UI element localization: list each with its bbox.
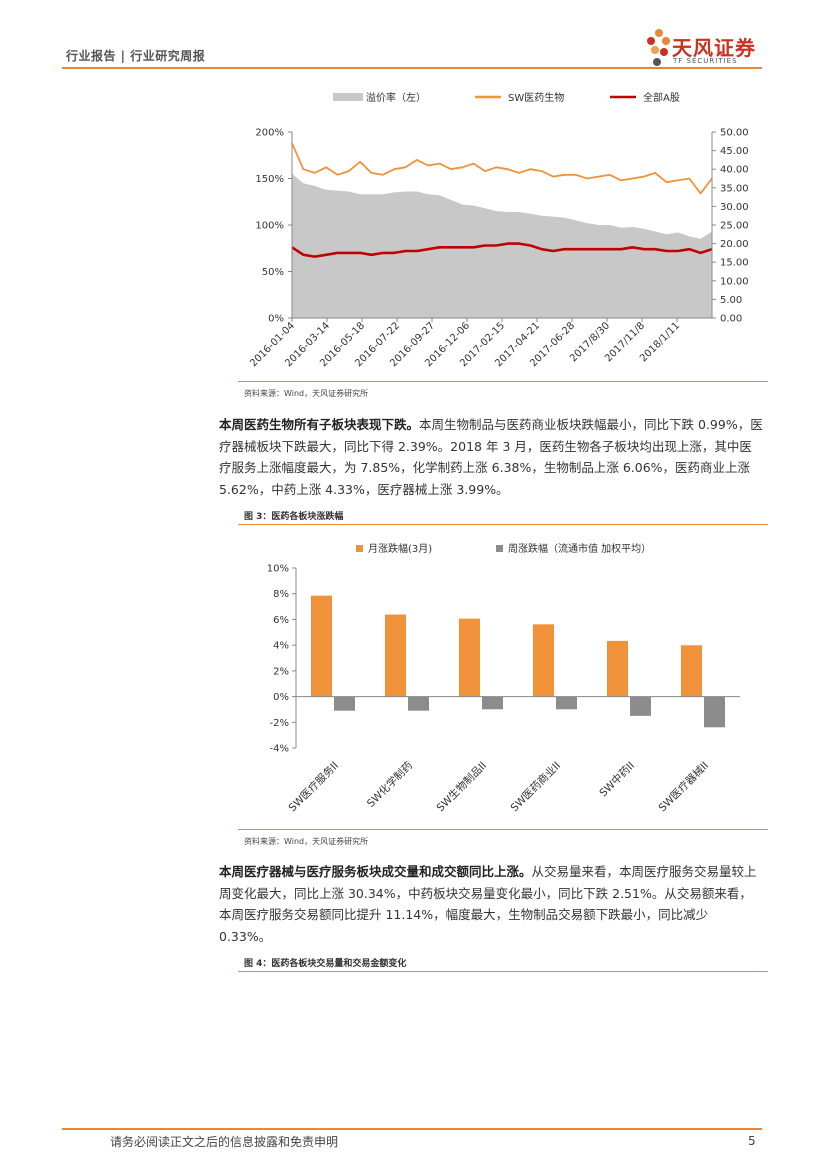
legend-label-0: 月涨跌幅(3月) [368, 542, 432, 555]
logo-subtitle: TF SECURITIES [673, 57, 738, 65]
right-tick-label: 35.00 [720, 183, 749, 194]
y-tick-label: -4% [270, 744, 289, 755]
paragraph-2-lead: 本周医疗器械与医疗服务板块成交量和成交额同比上涨。 [219, 864, 532, 879]
legend-label-1: SW医药生物 [508, 91, 564, 104]
legend-label-2: 全部A股 [643, 91, 680, 104]
bar-0-4 [607, 640, 628, 697]
left-tick-label: 0% [268, 314, 284, 325]
right-tick-label: 15.00 [720, 258, 749, 269]
left-tick-label: 100% [255, 221, 284, 232]
right-tick-label: 25.00 [720, 221, 749, 232]
bar-1-3 [556, 696, 577, 710]
left-tick-label: 200% [255, 128, 284, 139]
series-line-2 [291, 242, 713, 258]
chart2-source: 资料来源：Wind，天风证券研究所 [244, 837, 369, 846]
legend-label-0: 溢价率（左） [366, 91, 426, 104]
category-label: SW医疗器械II [656, 759, 711, 814]
premium-chart: 溢价率（左） SW医药生物 全部A股 0% 50% 100% 150% 200% 0.00 5.0… [230, 82, 770, 382]
right-tick-label: 45.00 [720, 146, 749, 157]
footer-divider [62, 1128, 762, 1130]
bar-0-3 [533, 624, 554, 697]
right-tick-label: 50.00 [720, 128, 749, 139]
y-tick-label: 2% [273, 666, 289, 677]
page-number: 5 [748, 1134, 756, 1148]
header-breadcrumb: 行业报告 | 行业研究周报 [66, 49, 206, 63]
logo-icon [646, 28, 672, 70]
y-tick-label: 0% [273, 692, 289, 703]
paragraph-1: 本周医药生物所有子板块表现下跌。本周生物制品与医药商业板块跌幅最小，同比下跌 0… [219, 414, 764, 500]
figure-3-caption: 图 3：医药各板块涨跌幅 [244, 512, 344, 522]
paragraph-1-lead: 本周医药生物所有子板块表现下跌。 [219, 417, 420, 432]
chart1-source-divider [238, 381, 768, 382]
figure-3-divider [238, 524, 768, 525]
left-tick-label: 150% [255, 174, 284, 185]
sector-returns-chart: 月涨跌幅(3月) 周涨跌幅（流通市值 加权平均） -4% -2% 0% 2% 4% 6% 8% 1… [238, 535, 768, 825]
figure-4-divider [238, 971, 768, 972]
series-line-1 [291, 142, 713, 195]
right-tick-label: 30.00 [720, 202, 749, 213]
paragraph-2-body: 从交易量来看，本周医疗服务交易量较上周变化最大，同比上涨 30.34%，中药板块… [219, 864, 757, 944]
right-tick-label: 20.00 [720, 239, 749, 250]
y-tick-label: 8% [273, 589, 289, 600]
paragraph-1-body: 本周生物制品与医药商业板块跌幅最小，同比下跌 0.99%，医疗器械板块下跌最大，… [219, 417, 763, 497]
category-label: SW化学制药 [364, 759, 415, 810]
bar-1-2 [482, 696, 503, 710]
right-tick-label: 0.00 [720, 314, 742, 325]
bar-1-5 [704, 696, 725, 728]
bar-1-4 [630, 696, 651, 716]
legend-swatch-0 [333, 93, 363, 101]
y-tick-label: 6% [273, 615, 289, 626]
y-tick-label: -2% [270, 718, 289, 729]
legend-swatch-1 [496, 545, 503, 552]
bar-0-1 [385, 614, 406, 697]
y-tick-label: 4% [273, 641, 289, 652]
footer-disclaimer: 请务必阅读正文之后的信息披露和免责申明 [110, 1135, 339, 1149]
category-label: SW医疗服务II [286, 759, 341, 814]
bar-0-5 [681, 645, 702, 697]
figure-4-caption: 图 4：医药各板块交易量和交易金额变化 [244, 959, 407, 969]
series-premium-area [292, 173, 712, 318]
legend-label-1: 周涨跌幅（流通市值 加权平均） [508, 542, 651, 555]
chart1-source: 资料来源：Wind，天风证券研究所 [244, 389, 369, 398]
header-divider [62, 67, 762, 69]
category-label: SW中药II [597, 759, 637, 799]
right-tick-label: 5.00 [720, 295, 742, 306]
bar-1-0 [334, 696, 355, 711]
right-tick-label: 40.00 [720, 165, 749, 176]
legend-swatch-0 [356, 545, 363, 552]
category-label: SW医药商业II [508, 759, 563, 814]
category-label: SW生物制品II [434, 759, 489, 814]
bar-0-2 [459, 618, 480, 697]
bar-1-1 [408, 696, 429, 711]
paragraph-2: 本周医疗器械与医疗服务板块成交量和成交额同比上涨。从交易量来看，本周医疗服务交易… [219, 861, 764, 947]
right-tick-label: 10.00 [720, 276, 749, 287]
left-tick-label: 50% [262, 267, 284, 278]
bar-0-0 [311, 595, 332, 697]
y-tick-label: 10% [267, 564, 289, 575]
chart2-source-divider [238, 829, 768, 830]
logo-name: 天风证券 [672, 36, 756, 60]
